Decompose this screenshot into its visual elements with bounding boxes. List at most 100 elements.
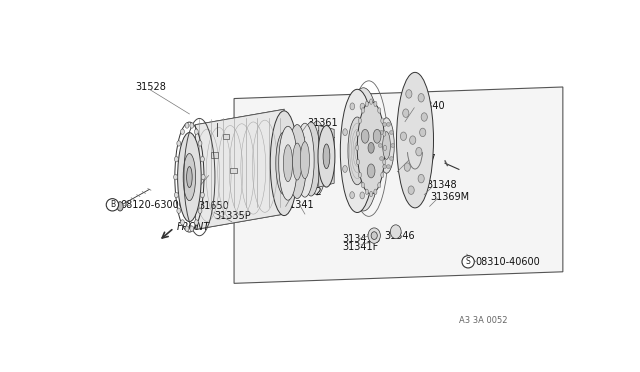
Circle shape <box>106 199 118 211</box>
Ellipse shape <box>383 159 386 165</box>
Text: 31335P: 31335P <box>214 211 251 221</box>
Ellipse shape <box>348 117 367 185</box>
Ellipse shape <box>390 131 394 134</box>
Ellipse shape <box>180 129 184 134</box>
Ellipse shape <box>387 122 390 126</box>
Text: 31348: 31348 <box>427 180 457 190</box>
Text: B: B <box>110 200 115 209</box>
Text: 31650: 31650 <box>198 201 229 211</box>
Ellipse shape <box>360 103 365 110</box>
Ellipse shape <box>318 125 335 187</box>
Ellipse shape <box>367 166 372 173</box>
Ellipse shape <box>383 131 386 136</box>
Text: 31341F: 31341F <box>342 242 378 252</box>
Ellipse shape <box>371 232 378 240</box>
Ellipse shape <box>200 192 204 198</box>
Ellipse shape <box>356 159 360 165</box>
Ellipse shape <box>343 129 348 136</box>
Ellipse shape <box>358 172 362 178</box>
Ellipse shape <box>381 118 384 124</box>
Ellipse shape <box>391 144 395 147</box>
Ellipse shape <box>198 141 202 146</box>
Ellipse shape <box>362 183 365 188</box>
Text: 31341G: 31341G <box>342 234 380 244</box>
Ellipse shape <box>195 220 198 225</box>
Ellipse shape <box>368 142 374 153</box>
Text: 31347: 31347 <box>405 154 436 164</box>
Ellipse shape <box>374 101 377 106</box>
FancyBboxPatch shape <box>223 134 230 140</box>
Ellipse shape <box>368 228 380 243</box>
Ellipse shape <box>420 128 426 137</box>
Text: A3 3A 0052: A3 3A 0052 <box>459 316 508 325</box>
Ellipse shape <box>367 164 375 178</box>
Ellipse shape <box>397 73 433 208</box>
Ellipse shape <box>292 143 302 180</box>
Ellipse shape <box>379 118 394 173</box>
Text: FRONT: FRONT <box>176 222 209 232</box>
Ellipse shape <box>380 131 383 134</box>
Ellipse shape <box>178 132 201 222</box>
Ellipse shape <box>195 129 198 134</box>
Polygon shape <box>196 109 284 230</box>
Ellipse shape <box>387 165 390 169</box>
Ellipse shape <box>404 163 410 171</box>
Ellipse shape <box>365 101 369 106</box>
Ellipse shape <box>356 145 359 151</box>
Ellipse shape <box>175 192 179 198</box>
Ellipse shape <box>175 157 179 162</box>
Text: 31362: 31362 <box>288 174 319 185</box>
Ellipse shape <box>374 189 377 195</box>
Ellipse shape <box>177 208 180 214</box>
Ellipse shape <box>383 145 387 151</box>
Ellipse shape <box>173 174 177 180</box>
Text: 31341: 31341 <box>284 200 314 210</box>
Text: 31346: 31346 <box>384 231 415 241</box>
Circle shape <box>462 256 474 268</box>
Ellipse shape <box>342 166 348 173</box>
Ellipse shape <box>408 186 414 195</box>
Text: 31361: 31361 <box>307 118 338 128</box>
Ellipse shape <box>340 89 374 212</box>
Ellipse shape <box>369 191 372 197</box>
FancyBboxPatch shape <box>211 152 218 158</box>
Text: 31528: 31528 <box>136 82 166 92</box>
Text: 31369M: 31369M <box>431 192 470 202</box>
Polygon shape <box>319 125 334 187</box>
Ellipse shape <box>383 165 387 169</box>
Ellipse shape <box>198 208 202 214</box>
Ellipse shape <box>378 108 381 113</box>
FancyBboxPatch shape <box>230 168 237 173</box>
Ellipse shape <box>356 131 360 136</box>
Ellipse shape <box>350 192 355 199</box>
Ellipse shape <box>308 121 326 195</box>
Ellipse shape <box>362 108 365 113</box>
Text: 31340: 31340 <box>414 101 445 111</box>
Ellipse shape <box>378 183 381 188</box>
Ellipse shape <box>418 93 424 102</box>
Ellipse shape <box>185 123 189 128</box>
Ellipse shape <box>117 202 123 211</box>
Text: S: S <box>466 257 470 266</box>
Ellipse shape <box>373 129 381 143</box>
Ellipse shape <box>369 99 372 104</box>
Ellipse shape <box>284 145 292 182</box>
Ellipse shape <box>346 88 380 211</box>
Polygon shape <box>234 87 563 283</box>
Ellipse shape <box>358 118 362 124</box>
Ellipse shape <box>416 147 422 156</box>
Ellipse shape <box>300 142 310 179</box>
Ellipse shape <box>302 122 320 196</box>
Ellipse shape <box>421 113 428 121</box>
Ellipse shape <box>406 90 412 98</box>
Ellipse shape <box>187 167 192 187</box>
Ellipse shape <box>280 148 288 179</box>
Ellipse shape <box>177 141 180 146</box>
Ellipse shape <box>367 129 372 136</box>
Ellipse shape <box>296 123 314 197</box>
Ellipse shape <box>190 123 194 128</box>
Text: 31362: 31362 <box>291 187 322 198</box>
Ellipse shape <box>323 144 330 169</box>
Ellipse shape <box>383 132 390 159</box>
Ellipse shape <box>410 136 416 144</box>
